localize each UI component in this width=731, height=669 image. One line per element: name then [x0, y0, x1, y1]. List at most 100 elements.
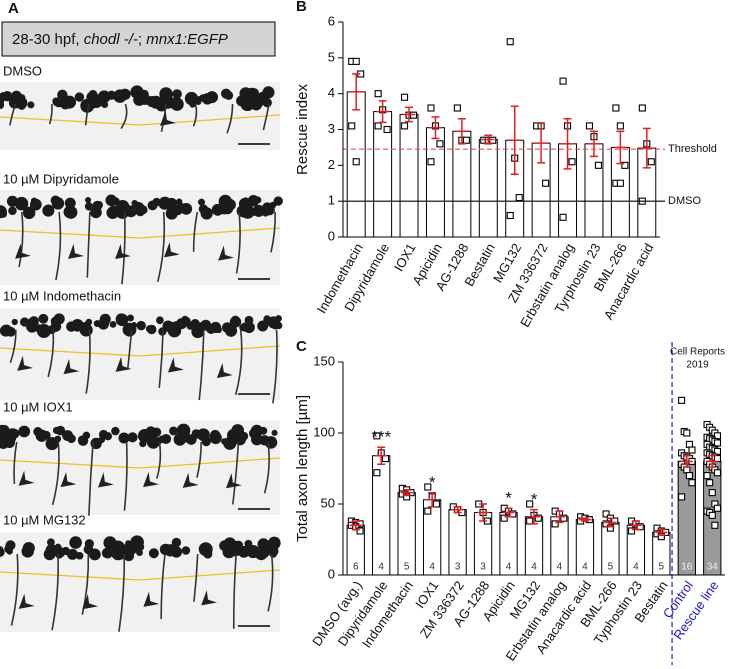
cell [22, 542, 35, 555]
data-point [383, 125, 391, 134]
axon [192, 103, 198, 127]
cell [190, 319, 200, 329]
data-point [526, 517, 534, 525]
cell [11, 318, 18, 326]
bar [584, 143, 604, 238]
cell [53, 313, 65, 325]
y-tick-label: 1 [328, 193, 335, 208]
cell [243, 95, 253, 105]
significance: * [531, 490, 538, 509]
data-point [374, 90, 382, 98]
n-label: 4 [506, 562, 512, 573]
y-axis-label: Total axon length [µm] [294, 395, 311, 542]
arrowhead [225, 473, 242, 489]
data-point [713, 469, 722, 477]
n-label: 5 [608, 562, 614, 573]
cell [47, 538, 55, 547]
y-axis-label: Rescue index [294, 84, 311, 175]
data-point [706, 479, 714, 487]
data-point [616, 122, 624, 130]
arrowhead [182, 472, 199, 488]
annotation: 2019 [686, 360, 709, 371]
cell [275, 322, 283, 330]
axon [51, 553, 59, 631]
cell [136, 549, 143, 556]
cell [55, 425, 66, 436]
axon [232, 553, 237, 629]
axon [235, 211, 241, 274]
cell [64, 205, 78, 219]
cell [161, 95, 175, 109]
cell [267, 536, 281, 550]
yolk-line [0, 345, 281, 357]
data-point [373, 469, 381, 477]
cell [19, 428, 27, 435]
cell [231, 431, 239, 439]
cell [209, 431, 222, 445]
header-text: chodl -/- [84, 31, 138, 48]
data-point [515, 194, 523, 202]
y-tick-label: 150 [313, 353, 335, 368]
arrowhead [143, 472, 159, 488]
cell [82, 431, 91, 440]
n-label: 4 [633, 562, 639, 573]
cell [154, 97, 163, 106]
data-point [685, 440, 693, 448]
cell [176, 202, 184, 210]
cell [250, 99, 263, 111]
data-point [708, 489, 716, 497]
cell [71, 318, 84, 332]
cell [211, 203, 224, 216]
cell [161, 433, 172, 444]
arrowhead [18, 593, 35, 609]
annotation: Cell Reports [670, 347, 725, 358]
cell [117, 201, 126, 210]
data-point [348, 122, 356, 130]
cell [135, 542, 145, 552]
data-point [711, 521, 719, 529]
axon [158, 329, 164, 388]
axon [267, 553, 274, 612]
data-point [436, 140, 444, 148]
n-label: 16 [681, 562, 693, 573]
data-point [424, 483, 432, 491]
data-point [560, 514, 568, 522]
bar [478, 139, 498, 238]
cell [27, 101, 35, 109]
cell [39, 433, 48, 441]
data-point [526, 500, 534, 508]
data-point [685, 472, 693, 480]
cell [131, 199, 138, 207]
cell [198, 198, 206, 206]
data-point [427, 158, 435, 166]
cell [2, 91, 13, 102]
yolk-line [0, 114, 281, 126]
arrowhead [115, 356, 132, 372]
axon [127, 329, 133, 369]
data-point [534, 514, 542, 522]
cell [36, 324, 51, 339]
axon [9, 103, 17, 126]
cell [181, 315, 189, 324]
reference-label: DMSO [668, 195, 701, 207]
cell [54, 435, 62, 443]
n-label: 6 [353, 562, 359, 573]
cell [69, 536, 82, 549]
cell [19, 317, 30, 327]
bar [399, 113, 419, 238]
yolk-line [0, 457, 281, 469]
cell [0, 546, 4, 553]
data-point [374, 122, 382, 130]
axon [48, 103, 53, 125]
cell [130, 322, 138, 329]
cell [95, 201, 103, 209]
cell [273, 196, 283, 206]
cell [199, 94, 207, 102]
cell [9, 428, 20, 439]
cell [243, 321, 255, 334]
cell [259, 435, 270, 446]
cell [14, 196, 29, 211]
cell [101, 547, 113, 559]
cell [148, 548, 159, 559]
cell [147, 200, 158, 211]
